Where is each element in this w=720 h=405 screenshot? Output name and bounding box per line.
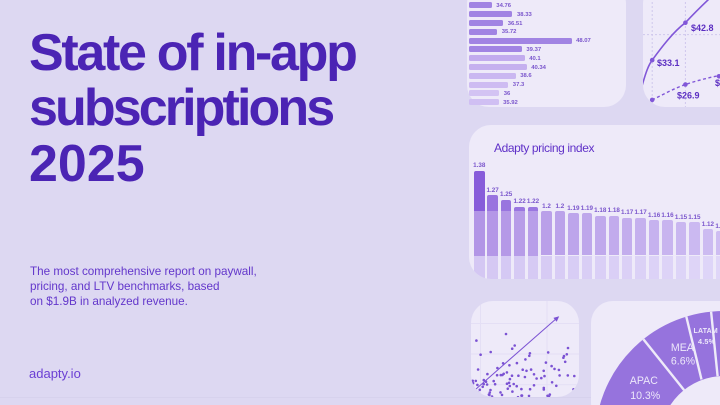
svg-text:10.3%: 10.3% (630, 390, 661, 402)
svg-text:4.5%: 4.5% (698, 337, 716, 346)
svg-text:LATAM: LATAM (694, 328, 718, 335)
svg-text:6.6%: 6.6% (671, 356, 696, 368)
svg-text:$33.1: $33.1 (657, 58, 680, 68)
svg-text:$35.4: $35.4 (715, 78, 720, 88)
svg-text:$42.8: $42.8 (691, 23, 714, 33)
svg-text:APAC: APAC (630, 375, 658, 387)
svg-text:MEA: MEA (671, 342, 695, 354)
svg-text:$26.9: $26.9 (677, 91, 700, 101)
